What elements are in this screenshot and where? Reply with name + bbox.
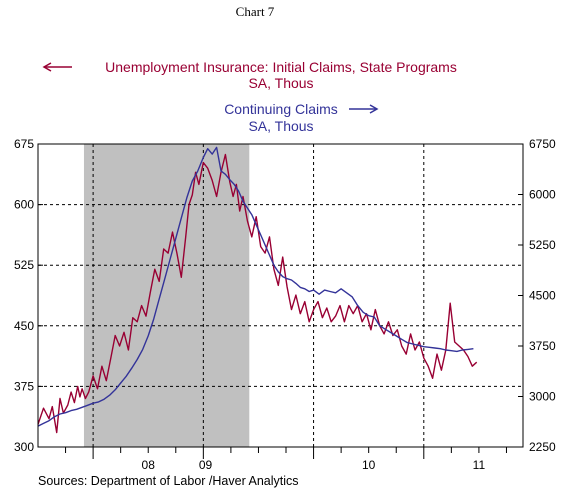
right-series-label-line2: SA, Thous [248,118,313,134]
right-tick-label-4500: 4500 [529,289,556,303]
x-tick-label-08: 08 [142,458,156,472]
x-tick-label-11: 11 [473,458,486,472]
left-tick-label-375: 375 [14,379,34,393]
left-series-label-line2: SA, Thous [248,75,313,91]
x-tick-label-10: 10 [362,458,376,472]
right-tick-label-3000: 3000 [529,390,556,404]
right-tick-label-5250: 5250 [529,238,556,252]
left-series-legend: Unemployment Insurance: Initial Claims, … [42,59,457,91]
recession-shade [83,144,250,447]
right-legend-arrow-head [369,104,379,114]
right-tick-label-3750: 3750 [529,339,556,353]
source-note: Sources: Department of Labor /Haver Anal… [38,474,299,488]
left-tick-label-300: 300 [14,440,34,454]
left-tick-label-450: 450 [14,319,34,333]
left-tick-label-600: 600 [14,198,34,212]
left-tick-label-675: 675 [14,137,34,151]
left-legend-arrow-head [42,62,52,72]
series-layer [37,146,478,434]
right-tick-label-6750: 6750 [529,137,556,151]
right-tick-label-2250: 2250 [529,440,556,454]
left-tick-label-525: 525 [14,258,34,272]
right-series-legend: Continuing Claims SA, Thous [224,101,379,134]
right-series-label-line1: Continuing Claims [224,101,338,117]
axis-layer: 675 600 525 450 375 300 6750 6000 5250 4500 3750 30… [14,137,556,472]
chart-title: Chart 7 [236,4,275,19]
continuing-claims-line [37,146,474,427]
left-series-label-line1: Unemployment Insurance: Initial Claims, … [105,59,457,75]
x-tick-label-09: 09 [199,458,213,472]
recession-shade-layer [83,144,250,447]
initial-claims-line [37,153,478,434]
right-tick-label-6000: 6000 [529,188,556,202]
